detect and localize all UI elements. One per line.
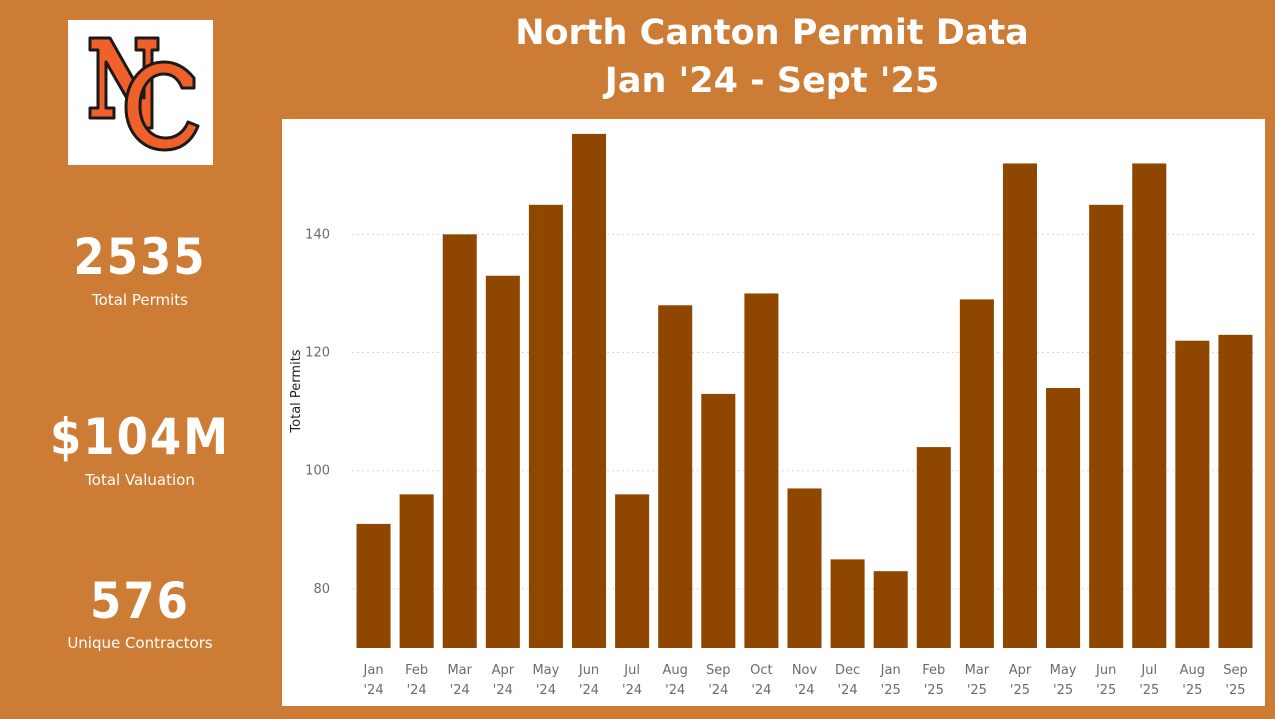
bar[interactable] <box>1046 388 1081 648</box>
x-tick-label-month: Jun <box>578 663 599 678</box>
x-tick-label-year: '24 <box>493 683 513 698</box>
bar[interactable] <box>485 275 520 648</box>
total-valuation-value: $104M <box>50 408 230 466</box>
bar[interactable] <box>1132 163 1167 649</box>
total-valuation-label: Total Valuation <box>85 471 195 489</box>
chart-panel: 80 100 120 140 Total Permits Jan '24 Feb '24 Ma… <box>282 119 1265 706</box>
bar[interactable] <box>615 494 650 648</box>
x-tick-label-month: Nov <box>792 663 818 678</box>
x-tick-label-month: Jan <box>880 663 901 678</box>
x-tick-label-month: May <box>532 663 559 678</box>
x-tick-label-year: '24 <box>407 683 427 698</box>
x-tick-label-year: '24 <box>450 683 470 698</box>
x-tick-label-month: Jul <box>623 663 640 678</box>
permits-bar-chart: 80 100 120 140 Total Permits Jan '24 Feb '24 Ma… <box>289 133 1257 698</box>
x-tick-label-month: Jun <box>1095 663 1116 678</box>
bars <box>356 133 1253 649</box>
x-tick-label-month: Mar <box>447 663 472 678</box>
y-tick-label: 80 <box>313 582 330 597</box>
bar[interactable] <box>356 523 391 648</box>
bar[interactable] <box>873 571 908 648</box>
x-tick-label-month: Feb <box>922 663 945 678</box>
x-tick-label-year: '24 <box>838 683 858 698</box>
x-tick-label-month: Jul <box>1140 663 1157 678</box>
bar[interactable] <box>528 204 563 648</box>
x-tick-label-year: '24 <box>622 683 642 698</box>
bar[interactable] <box>1089 204 1124 648</box>
total-permits-label: Total Permits <box>92 291 188 309</box>
x-axis-ticks: Jan '24 Feb '24 Mar '24 Apr '24 May '24 Jun '24 Jul '… <box>363 663 1248 698</box>
bar[interactable] <box>916 447 951 648</box>
x-tick-label-month: May <box>1050 663 1077 678</box>
x-tick-label-year: '25 <box>1010 683 1030 698</box>
x-tick-label-month: Jan <box>363 663 384 678</box>
x-tick-label-year: '24 <box>579 683 599 698</box>
x-tick-label-year: '24 <box>751 683 771 698</box>
y-tick-label: 100 <box>305 464 330 479</box>
x-tick-label-month: Oct <box>750 663 772 678</box>
bar[interactable] <box>959 299 994 648</box>
unique-contractors-value: 576 <box>90 572 190 630</box>
x-tick-label-year: '24 <box>794 683 814 698</box>
x-tick-label-month: Apr <box>1009 663 1032 678</box>
x-tick-label-year: '25 <box>881 683 901 698</box>
x-tick-label-year: '25 <box>1182 683 1202 698</box>
bar[interactable] <box>701 393 736 648</box>
y-axis-label: Total Permits <box>289 349 304 433</box>
x-tick-label-year: '25 <box>924 683 944 698</box>
bar[interactable] <box>572 133 607 649</box>
x-tick-label-month: Apr <box>492 663 515 678</box>
x-tick-label-month: Sep <box>1223 663 1248 678</box>
x-tick-label-year: '25 <box>1053 683 1073 698</box>
bar[interactable] <box>787 488 822 648</box>
x-tick-label-year: '25 <box>967 683 987 698</box>
x-tick-label-month: Dec <box>835 663 860 678</box>
x-tick-label-year: '25 <box>1139 683 1159 698</box>
y-axis-ticks: 80 100 120 140 <box>305 227 330 597</box>
bar[interactable] <box>1175 340 1210 648</box>
bar[interactable] <box>744 293 779 648</box>
total-permits-value: 2535 <box>73 228 207 286</box>
x-tick-label-year: '25 <box>1225 683 1245 698</box>
bar[interactable] <box>1002 163 1037 649</box>
x-tick-label-month: Sep <box>706 663 731 678</box>
nc-logo-mark <box>88 36 200 152</box>
x-tick-label-month: Aug <box>663 663 688 678</box>
x-tick-label-year: '25 <box>1096 683 1116 698</box>
x-tick-label-year: '24 <box>665 683 685 698</box>
y-tick-label: 140 <box>305 227 330 242</box>
bar[interactable] <box>658 305 693 648</box>
x-tick-label-year: '24 <box>708 683 728 698</box>
bar[interactable] <box>1218 334 1253 648</box>
x-tick-label-month: Feb <box>405 663 428 678</box>
bar[interactable] <box>399 494 434 648</box>
bar[interactable] <box>442 234 477 648</box>
x-tick-label-year: '24 <box>536 683 556 698</box>
y-tick-label: 120 <box>305 346 330 361</box>
logo <box>68 20 213 165</box>
x-tick-label-month: Mar <box>965 663 990 678</box>
unique-contractors-label: Unique Contractors <box>67 634 213 652</box>
page-subtitle: Jan '24 - Sept '25 <box>604 61 940 101</box>
bar[interactable] <box>830 559 865 648</box>
page-title: North Canton Permit Data <box>515 13 1029 53</box>
x-tick-label-month: Aug <box>1180 663 1205 678</box>
x-tick-label-year: '24 <box>363 683 383 698</box>
